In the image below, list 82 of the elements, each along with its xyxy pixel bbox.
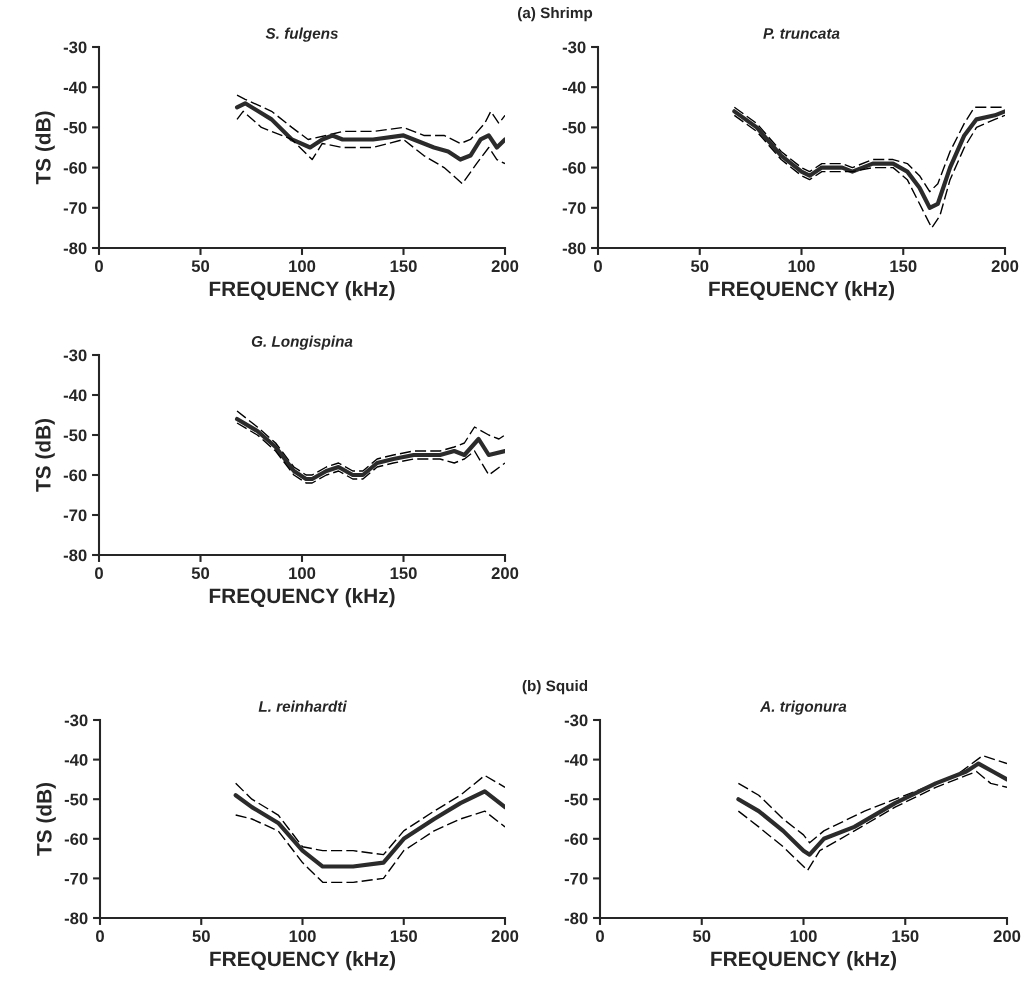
x-axis-title: FREQUENCY (kHz) <box>711 950 897 971</box>
line-series <box>236 94 505 145</box>
y-tick-label: -50 <box>562 121 586 134</box>
text: (b) Squid <box>522 680 588 695</box>
x-tick-label: 50 <box>191 567 210 580</box>
x-tick-label: 150 <box>890 260 917 273</box>
chart-title: S. fulgens <box>265 27 338 42</box>
y-tick-label: -60 <box>562 162 586 174</box>
y-tick-label: -30 <box>63 41 87 54</box>
chart-title: A. trigonura <box>759 700 847 715</box>
x-tick-label: 0 <box>594 260 602 273</box>
y-tick-label: -70 <box>63 509 87 522</box>
y-tick-label: -30 <box>564 714 588 727</box>
x-tick-label: 150 <box>892 930 919 943</box>
x-tick-label: 200 <box>991 260 1019 273</box>
x-tick-label: 0 <box>95 567 103 580</box>
x-tick-label: 200 <box>491 260 519 273</box>
x-tick-label: 200 <box>993 930 1021 943</box>
line-series <box>732 109 1005 210</box>
x-tick-label: 150 <box>390 567 417 580</box>
x-tick-label: 0 <box>596 930 604 943</box>
y-tick-label: -50 <box>64 793 88 806</box>
x-tick-label: 100 <box>289 260 316 273</box>
x-axis-title: FREQUENCY (kHz) <box>209 587 395 608</box>
x-tick-label: 50 <box>192 930 210 943</box>
y-tick-label: -60 <box>64 833 88 845</box>
y-axis-title: TS (dB) <box>36 783 56 856</box>
y-tick-label: -30 <box>562 41 586 54</box>
x-axis-title: FREQUENCY (kHz) <box>709 280 895 301</box>
y-tick-label: -30 <box>64 714 88 727</box>
y-axis-title: TS (dB) <box>35 111 55 185</box>
line-series <box>733 114 1005 229</box>
line-series <box>233 789 505 869</box>
y-tick-label: -40 <box>64 754 88 766</box>
x-tick-label: 150 <box>390 930 417 943</box>
y-tick-label: -80 <box>564 912 588 925</box>
y-tick-label: -70 <box>562 202 586 214</box>
y-tick-label: -80 <box>63 549 87 562</box>
x-tick-label: 50 <box>690 260 709 273</box>
y-tick-label: -40 <box>564 754 588 766</box>
y-tick-label: -40 <box>63 389 87 402</box>
x-axis-title: FREQUENCY (kHz) <box>209 280 395 301</box>
line-series <box>737 770 1007 872</box>
chart-title: G. Longispina <box>251 335 353 350</box>
y-tick-label: -80 <box>562 242 586 255</box>
y-tick-label: -80 <box>63 242 87 255</box>
x-tick-label: 100 <box>790 930 817 943</box>
y-tick-label: -70 <box>64 872 88 885</box>
y-tick-label: -60 <box>63 162 87 174</box>
y-tick-label: -70 <box>63 202 87 214</box>
y-tick-label: -50 <box>564 793 588 806</box>
chart-title: P. truncata <box>763 28 840 39</box>
x-tick-label: 200 <box>491 567 519 580</box>
chart-title: L. reinhardti <box>258 700 347 712</box>
y-tick-label: -40 <box>63 81 87 94</box>
line-series <box>234 101 505 162</box>
y-tick-label: -40 <box>562 81 586 94</box>
text: (a) Shrimp <box>517 7 593 22</box>
y-tick-label: -70 <box>564 872 588 885</box>
y-tick-label: -60 <box>63 469 87 482</box>
y-tick-label: -80 <box>64 912 88 925</box>
y-axis-title: TS (dB) <box>35 419 55 492</box>
x-tick-label: 200 <box>491 930 519 943</box>
x-tick-label: 150 <box>390 260 417 273</box>
line-series <box>736 761 1007 857</box>
line-series <box>234 774 505 856</box>
line-series <box>236 410 505 476</box>
x-tick-label: 50 <box>692 930 711 943</box>
x-tick-label: 0 <box>96 930 104 943</box>
y-tick-label: -30 <box>63 349 87 362</box>
x-tick-label: 100 <box>788 260 815 273</box>
line-series <box>733 106 1005 193</box>
x-tick-label: 100 <box>289 567 316 580</box>
line-series <box>234 810 505 884</box>
x-tick-label: 0 <box>95 260 103 273</box>
x-tick-label: 100 <box>289 930 316 943</box>
y-tick-label: -50 <box>63 429 87 442</box>
y-tick-label: -50 <box>63 121 87 134</box>
x-axis-title: FREQUENCY (kHz) <box>210 950 396 971</box>
x-tick-label: 50 <box>191 260 210 273</box>
y-tick-label: -60 <box>564 833 588 845</box>
line-series <box>236 110 505 185</box>
